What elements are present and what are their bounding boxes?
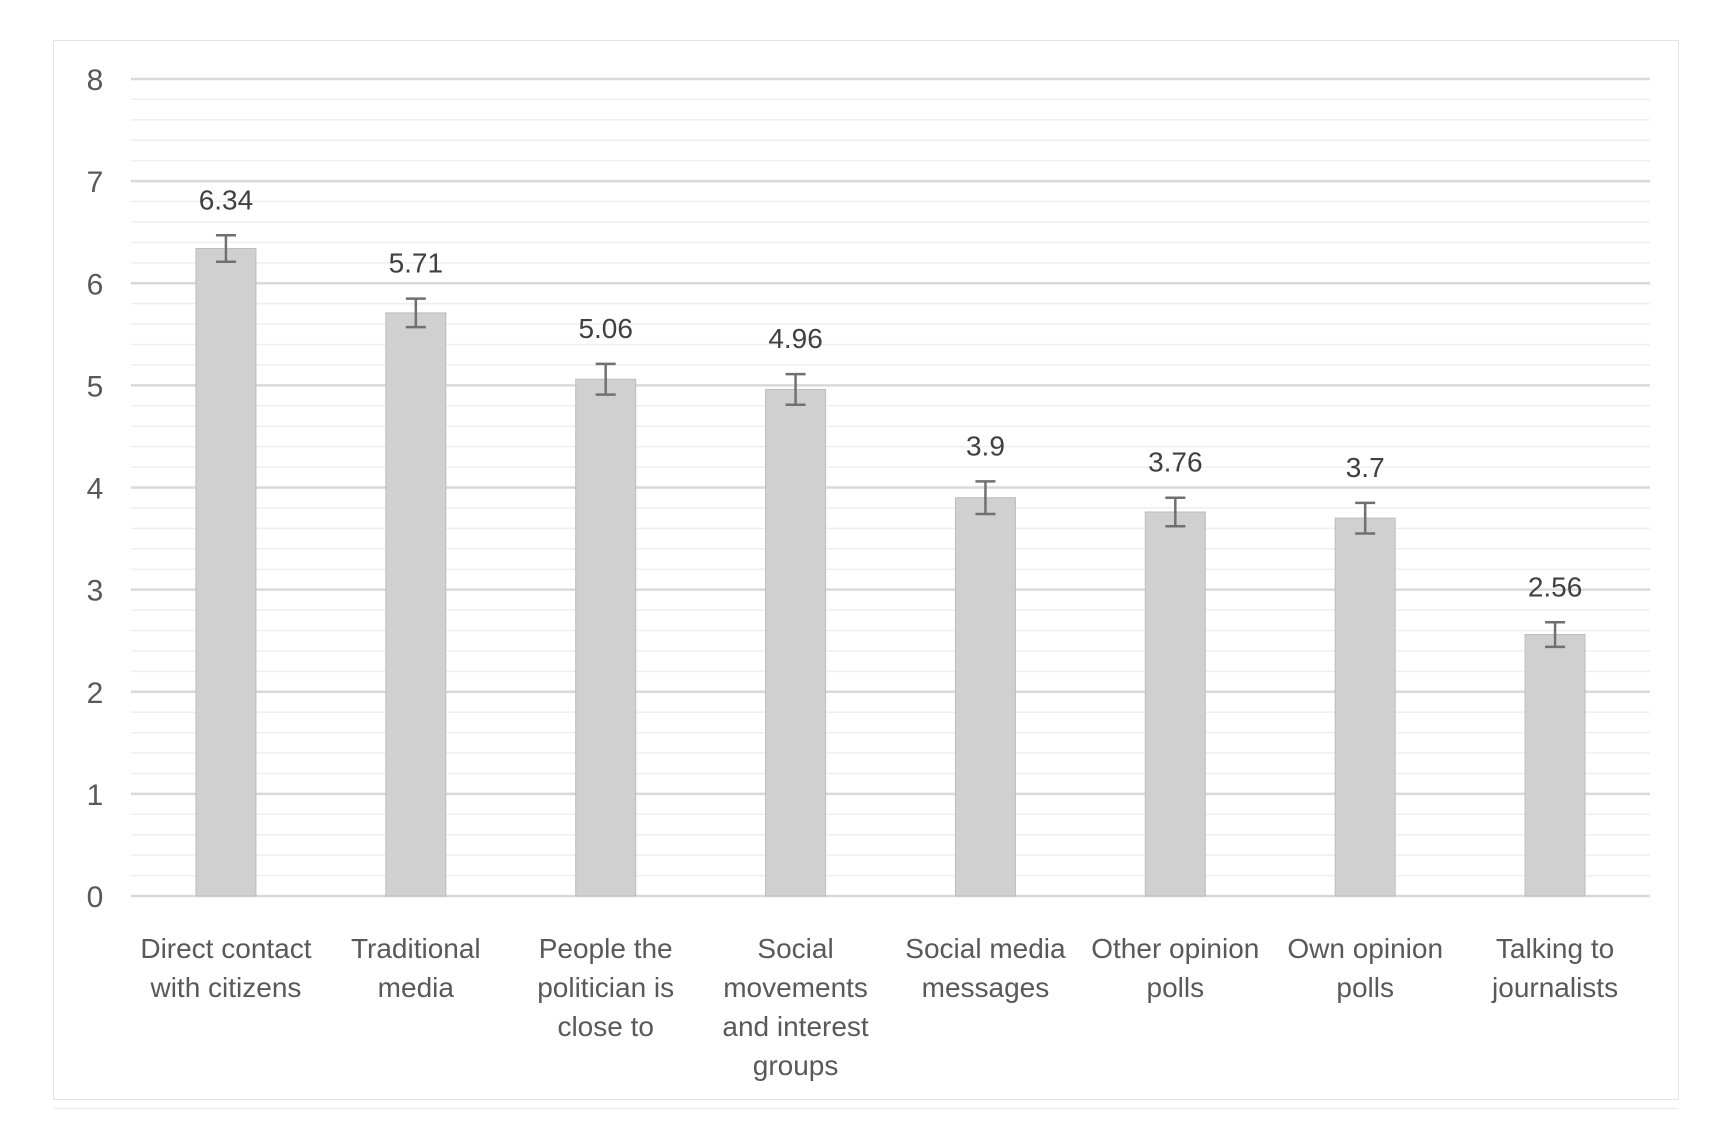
data-label: 5.06 [578, 313, 633, 344]
y-tick-label: 6 [87, 268, 104, 301]
x-tick-label-line: media [378, 972, 455, 1003]
x-tick-label-line: messages [922, 972, 1050, 1003]
y-tick-label: 5 [87, 370, 104, 403]
frame-divider [54, 1108, 1678, 1109]
bars [195, 248, 1586, 897]
y-tick-label: 0 [87, 881, 104, 914]
bar [954, 497, 1016, 897]
x-tick-label-line: Social [757, 933, 833, 964]
x-tick-label-line: polls [1336, 972, 1394, 1003]
x-tick-label: Social media messages [905, 933, 1066, 1003]
x-tick-label: Talking to journalists [1491, 933, 1618, 1003]
x-tick-label-line: Other opinion [1091, 933, 1259, 964]
gridlines [131, 77, 1650, 898]
y-tick-label: 1 [87, 779, 104, 812]
x-tick-label-line: movements [723, 972, 868, 1003]
bar [1524, 634, 1586, 897]
y-tick-label: 2 [87, 677, 104, 710]
y-axis-labels: 0 1 2 3 4 5 6 7 8 [87, 64, 104, 914]
x-tick-label: People the politician is close to [537, 933, 674, 1042]
bar [385, 312, 447, 897]
bar [575, 378, 637, 897]
y-tick-label: 4 [87, 473, 104, 506]
y-tick-label: 8 [87, 64, 104, 97]
x-tick-label-line: People the [539, 933, 673, 964]
bar [195, 248, 257, 897]
data-label: 3.9 [966, 430, 1005, 461]
data-label: 5.71 [389, 248, 444, 279]
data-labels: 6.34 5.71 5.06 4.96 3.9 3.76 3.7 2.56 [199, 184, 1583, 602]
x-tick-label-line: Talking to [1496, 933, 1614, 964]
data-label: 3.76 [1148, 447, 1203, 478]
bar [765, 388, 827, 897]
x-tick-label: Other opinion polls [1091, 933, 1259, 1003]
x-tick-label-line: politician is [537, 972, 674, 1003]
x-axis-labels: Direct contact with citizens Traditional me… [140, 933, 1618, 1081]
data-label: 2.56 [1528, 571, 1583, 602]
x-tick-label-line: Traditional [351, 933, 481, 964]
x-tick-label-line: close to [557, 1011, 654, 1042]
chart-frame [53, 40, 1679, 1100]
y-tick-label: 7 [87, 166, 104, 199]
x-tick-label-line: Own opinion [1287, 933, 1443, 964]
x-tick-label: Own opinion polls [1287, 933, 1443, 1003]
x-tick-label-line: groups [753, 1050, 839, 1081]
x-tick-label: Social movements and interest groups [722, 933, 869, 1081]
x-tick-label: Direct contact with citizens [140, 933, 311, 1003]
bar [1144, 511, 1206, 897]
data-label: 3.7 [1346, 452, 1385, 483]
x-tick-label-line: journalists [1491, 972, 1618, 1003]
data-label: 6.34 [199, 184, 254, 215]
x-tick-label-line: polls [1147, 972, 1205, 1003]
x-tick-label-line: Social media [905, 933, 1066, 964]
x-tick-label-line: Direct contact [140, 933, 311, 964]
x-tick-label-line: and interest [722, 1011, 869, 1042]
data-label: 4.96 [768, 323, 823, 354]
y-tick-label: 3 [87, 575, 104, 608]
bar [1334, 517, 1396, 897]
error-bars [215, 234, 1566, 649]
x-tick-label: Traditional media [351, 933, 481, 1003]
x-tick-label-line: with citizens [149, 972, 301, 1003]
